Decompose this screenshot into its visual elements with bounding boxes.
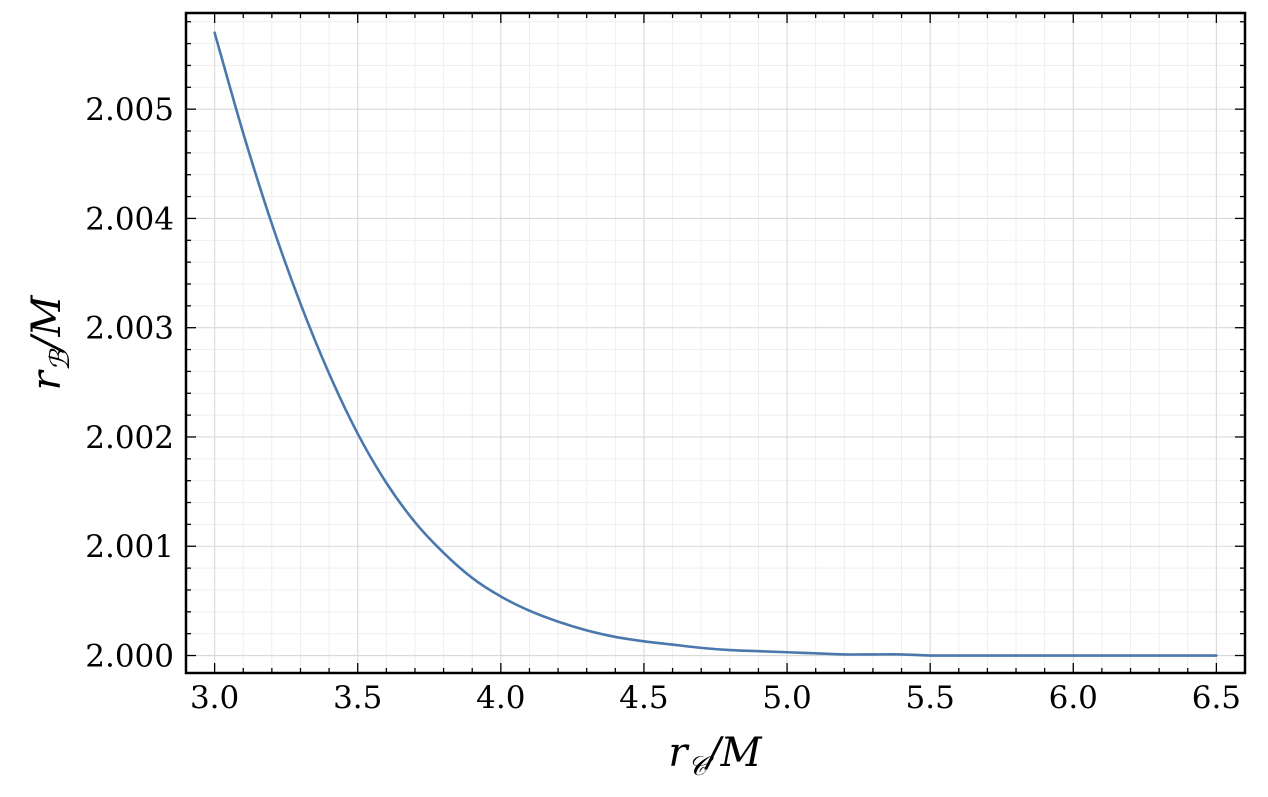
x-tick-label: 4.5 — [619, 680, 668, 716]
x-tick-label: 5.5 — [906, 680, 955, 716]
y-tick-label: 2.004 — [85, 201, 174, 237]
x-axis-label-base: r — [668, 730, 690, 776]
x-axis-label: r𝒞/M — [668, 730, 762, 782]
y-tick-label: 2.003 — [85, 311, 174, 347]
x-tick-label: 6.5 — [1192, 680, 1241, 716]
y-axis-label-subscript: ℬ — [45, 348, 76, 371]
y-tick-label: 2.002 — [85, 420, 174, 456]
minor-gridlines — [185, 13, 1246, 673]
major-gridlines — [186, 13, 1245, 673]
x-tick-label: 4.0 — [476, 680, 525, 716]
y-tick-label: 2.001 — [85, 529, 174, 565]
y-tick-label: 2.000 — [85, 639, 174, 675]
axis-ticks — [185, 13, 1246, 673]
y-tick-labels: 2.000 2.001 2.002 2.003 2.004 2.005 — [85, 92, 174, 674]
x-tick-label: 5.0 — [762, 680, 811, 716]
y-axis-label: rℬ/M — [24, 295, 76, 391]
x-tick-label: 3.0 — [190, 680, 239, 716]
plot-frame — [184, 11, 1247, 675]
y-axis-label-base: r — [24, 368, 70, 390]
y-tick-label: 2.005 — [85, 92, 174, 128]
x-tick-label: 6.0 — [1049, 680, 1098, 716]
x-axis-label-rest: /M — [703, 730, 762, 776]
data-series — [213, 31, 1218, 657]
series-line — [213, 31, 1218, 657]
y-axis-label-rest: /M — [24, 295, 70, 354]
x-tick-labels: 3.0 3.5 4.0 4.5 5.0 5.5 6.0 6.5 — [190, 680, 1241, 716]
x-tick-label: 3.5 — [333, 680, 382, 716]
